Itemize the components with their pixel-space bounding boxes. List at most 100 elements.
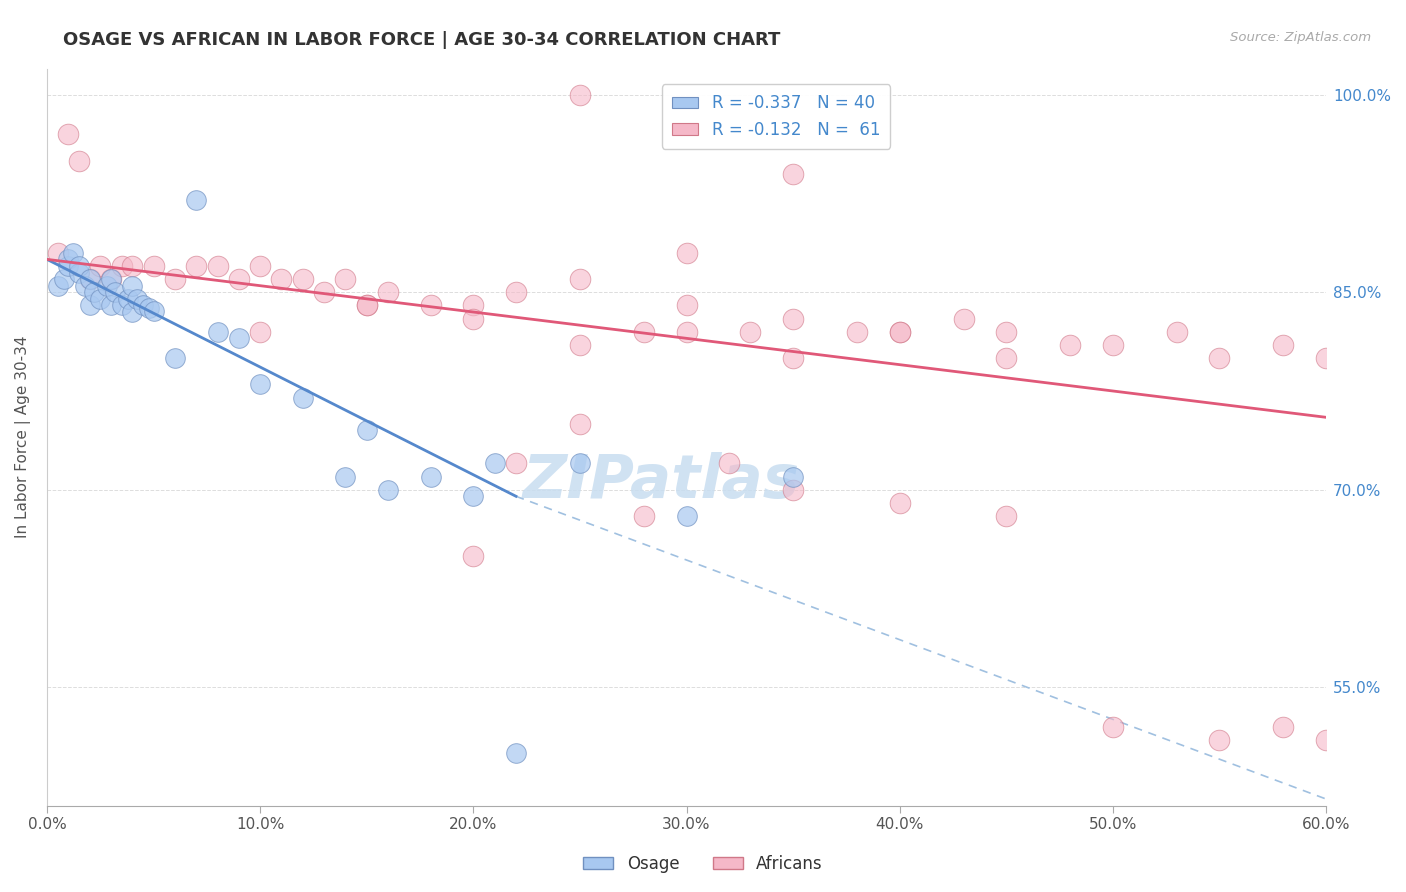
Point: [100, 298, 122, 312]
Point: [1059, 338, 1081, 352]
Point: [1315, 351, 1337, 365]
Point: [117, 292, 139, 306]
Point: [995, 509, 1018, 524]
Point: [75, 278, 97, 293]
Point: [1272, 338, 1295, 352]
Point: [463, 311, 485, 326]
Point: [249, 377, 271, 392]
Point: [46, 245, 69, 260]
Point: [568, 272, 591, 286]
Legend: R = -0.337   N = 40, R = -0.132   N =  61: R = -0.337 N = 40, R = -0.132 N = 61: [662, 84, 890, 149]
Point: [1102, 720, 1125, 734]
Point: [889, 496, 911, 510]
Point: [675, 245, 697, 260]
Point: [1166, 325, 1188, 339]
Point: [675, 325, 697, 339]
Point: [79, 298, 101, 312]
Point: [568, 456, 591, 470]
Point: [142, 303, 165, 318]
Point: [995, 351, 1018, 365]
Point: [58, 128, 80, 142]
Point: [1208, 351, 1230, 365]
Point: [1272, 720, 1295, 734]
Point: [377, 285, 399, 300]
Point: [889, 325, 911, 339]
Point: [291, 391, 314, 405]
Point: [1102, 338, 1125, 352]
Point: [163, 351, 186, 365]
Point: [952, 311, 974, 326]
Point: [207, 259, 229, 273]
Point: [505, 285, 527, 300]
Point: [46, 278, 69, 293]
Point: [782, 483, 804, 497]
Point: [419, 298, 441, 312]
Point: [89, 292, 111, 306]
Point: [110, 298, 132, 312]
Point: [83, 285, 105, 300]
Point: [58, 259, 80, 273]
Point: [110, 259, 132, 273]
Point: [132, 298, 155, 312]
Point: [505, 456, 527, 470]
Point: [142, 259, 165, 273]
Point: [104, 285, 127, 300]
Point: [58, 252, 80, 267]
Point: [568, 417, 591, 431]
Point: [186, 193, 208, 207]
Point: [633, 509, 655, 524]
Point: [96, 278, 118, 293]
Legend: Osage, Africans: Osage, Africans: [576, 848, 830, 880]
Point: [249, 259, 271, 273]
Point: [718, 456, 741, 470]
Point: [995, 325, 1018, 339]
Point: [356, 424, 378, 438]
Point: [53, 272, 76, 286]
Point: [100, 272, 122, 286]
Point: [314, 285, 336, 300]
Point: [335, 272, 357, 286]
Point: [505, 746, 527, 760]
Point: [89, 259, 111, 273]
Point: [1315, 732, 1337, 747]
Point: [782, 167, 804, 181]
Point: [633, 325, 655, 339]
Point: [568, 87, 591, 102]
Point: [186, 259, 208, 273]
Point: [67, 266, 90, 280]
Point: [356, 298, 378, 312]
Point: [377, 483, 399, 497]
Point: [79, 272, 101, 286]
Point: [484, 456, 506, 470]
Point: [463, 298, 485, 312]
Y-axis label: In Labor Force | Age 30-34: In Labor Force | Age 30-34: [15, 335, 31, 538]
Point: [463, 489, 485, 503]
Point: [675, 298, 697, 312]
Point: [67, 259, 90, 273]
Point: [125, 292, 148, 306]
Text: Source: ZipAtlas.com: Source: ZipAtlas.com: [1230, 31, 1371, 45]
Point: [207, 325, 229, 339]
Point: [138, 301, 160, 315]
Point: [782, 311, 804, 326]
Point: [889, 325, 911, 339]
Point: [100, 272, 122, 286]
Point: [121, 278, 143, 293]
Point: [67, 153, 90, 168]
Point: [121, 305, 143, 319]
Point: [782, 469, 804, 483]
Point: [1208, 732, 1230, 747]
Point: [163, 272, 186, 286]
Point: [228, 272, 250, 286]
Point: [291, 272, 314, 286]
Point: [335, 469, 357, 483]
Point: [356, 298, 378, 312]
Point: [121, 259, 143, 273]
Point: [463, 549, 485, 563]
Text: OSAGE VS AFRICAN IN LABOR FORCE | AGE 30-34 CORRELATION CHART: OSAGE VS AFRICAN IN LABOR FORCE | AGE 30…: [63, 31, 780, 49]
Point: [228, 331, 250, 345]
Point: [846, 325, 869, 339]
Point: [568, 338, 591, 352]
Text: ZIPatlas: ZIPatlas: [523, 451, 800, 511]
Point: [62, 245, 84, 260]
